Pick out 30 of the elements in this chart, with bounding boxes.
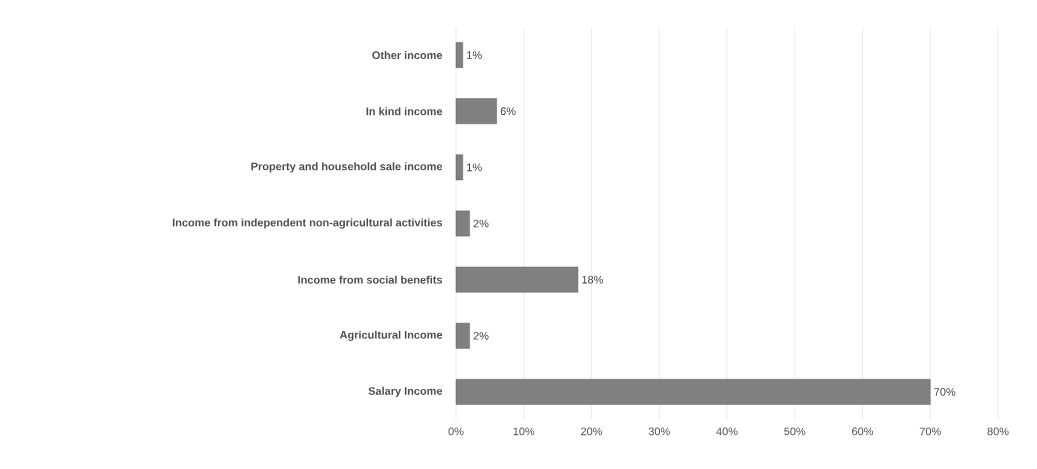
y-tick-label: Other income — [372, 51, 443, 60]
y-tick-label: In kind income — [366, 107, 443, 116]
x-tick-label: 30% — [648, 427, 670, 436]
bar — [455, 154, 463, 181]
x-tick-label: 70% — [919, 427, 941, 436]
x-tick-label: 10% — [513, 427, 535, 436]
y-tick-label: Salary Income — [368, 386, 443, 398]
data-label: 18% — [582, 275, 603, 284]
x-tick-label: 50% — [784, 427, 806, 436]
bar — [455, 42, 463, 68]
x-tick-label: 0% — [448, 427, 464, 436]
bar — [455, 266, 579, 293]
x-tick-label: 60% — [852, 427, 874, 436]
bar — [455, 379, 931, 405]
y-tick-label: Property and household sale income — [251, 162, 443, 173]
data-label: 1% — [467, 163, 482, 172]
data-label: 2% — [473, 219, 489, 228]
x-tick-label: 80% — [987, 427, 1009, 436]
data-label: 2% — [473, 331, 489, 340]
x-tick-label: 40% — [716, 427, 738, 436]
data-label: 1% — [467, 51, 482, 59]
y-tick-label: Income from social benefits — [298, 275, 443, 284]
bar — [455, 322, 470, 349]
data-label: 70% — [934, 388, 956, 396]
bar — [455, 98, 497, 125]
y-tick-label: Income from independent non-agricultural activities — [172, 218, 443, 229]
x-tick-label: 20% — [581, 427, 603, 436]
bar — [455, 210, 470, 237]
y-tick-label: Agricultural Income — [339, 330, 443, 341]
data-label: 6% — [500, 107, 516, 116]
